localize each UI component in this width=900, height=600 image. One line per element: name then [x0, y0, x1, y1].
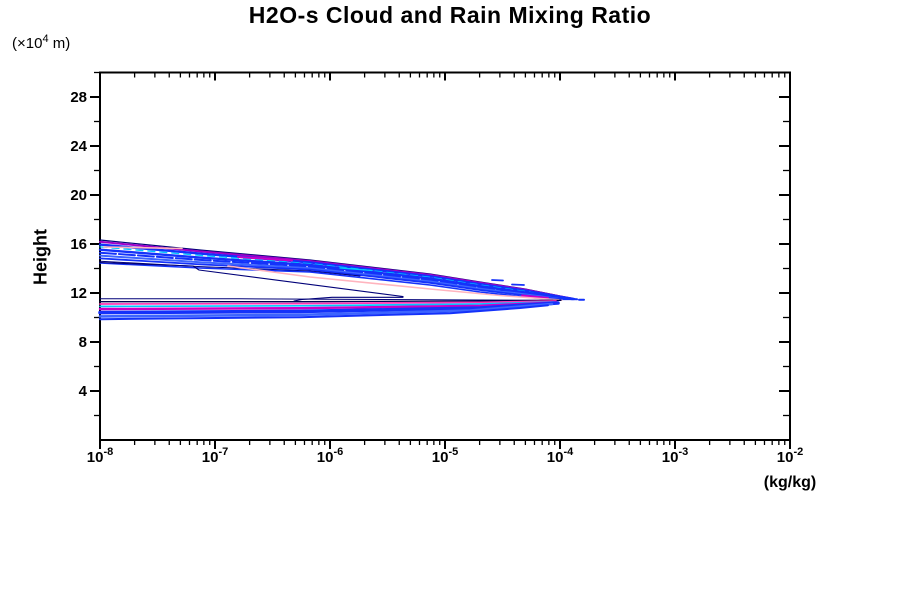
x-tick-label: 10-5 — [432, 446, 458, 466]
y-tick-label: 16 — [70, 236, 87, 253]
contour-line — [103, 246, 183, 250]
contour-line — [227, 265, 563, 301]
y-axis-ticks — [90, 71, 790, 417]
contour-line — [99, 299, 562, 303]
x-tick-label: 10-7 — [202, 446, 228, 466]
contour-line — [500, 289, 515, 292]
plot-border — [99, 71, 791, 441]
contour-line — [99, 298, 554, 301]
contour-line — [491, 279, 504, 282]
page-title: H2O-s Cloud and Rain Mixing Ratio — [248, 2, 652, 28]
y-tick-label: 8 — [79, 334, 87, 351]
contour-line — [99, 300, 557, 305]
contour-line — [529, 292, 544, 295]
x-tick-label: 10-4 — [547, 446, 574, 466]
y-axis-units-label: (×104 m) — [12, 33, 71, 52]
contour-line — [339, 267, 373, 272]
y-tick-label: 20 — [70, 187, 87, 204]
x-tick-label: 10-6 — [317, 446, 343, 466]
y-tick-label: 12 — [70, 285, 87, 302]
x-axis-units-label: (kg/kg) — [763, 474, 817, 491]
x-tick-labels: 10-8 10-7 10-6 10-5 10-4 10-3 10-2 — [87, 446, 803, 466]
x-tick-label: 10-2 — [777, 446, 803, 466]
x-axis-ticks — [99, 72, 791, 449]
y-tick-label: 24 — [70, 138, 87, 155]
contour-line — [99, 254, 559, 300]
x-tick-label: 10-3 — [662, 446, 688, 466]
contour-line — [99, 304, 549, 321]
contour-line — [99, 257, 573, 301]
y-tick-label: 4 — [79, 383, 88, 400]
y-tick-label: 28 — [70, 89, 87, 106]
contour-line — [521, 294, 549, 299]
x-tick-label: 10-8 — [87, 446, 113, 466]
contour-lines — [98, 239, 585, 321]
contour-line — [511, 283, 525, 286]
contour-line — [98, 302, 554, 318]
contour-line — [99, 300, 555, 308]
y-tick-labels: 4 8 12 16 20 24 28 — [70, 89, 87, 400]
contour-line — [237, 256, 293, 262]
